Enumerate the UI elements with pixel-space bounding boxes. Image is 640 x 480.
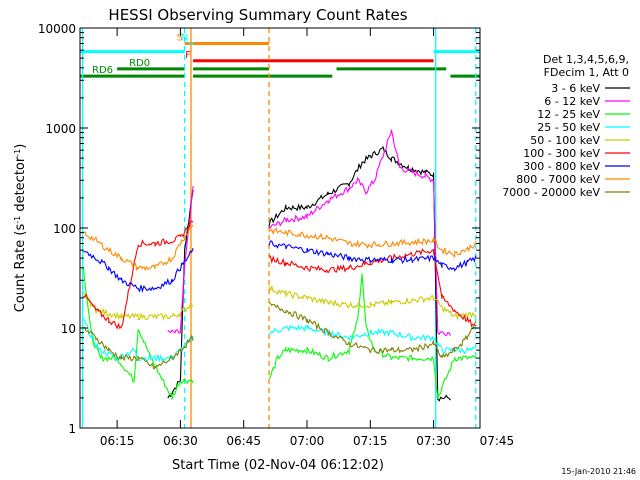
timestamp: 15-Jan-2010 21:46 — [561, 467, 636, 476]
chart-title: HESSI Observing Summary Count Rates — [108, 6, 407, 24]
plot-area — [80, 28, 480, 428]
y-tick-label: 1 — [68, 422, 76, 436]
y-axis-label-exp2: -1 — [13, 149, 22, 157]
series-line — [83, 224, 194, 272]
series-line — [83, 326, 194, 370]
y-axis-label: Count Rate (s-1 detector-1) — [13, 144, 29, 313]
legend-label: 300 - 800 keV — [523, 160, 600, 173]
legend-label: 6 - 12 keV — [544, 95, 600, 108]
series-line — [83, 220, 194, 330]
legend-title-line1: Det 1,3,4,5,6,9, — [543, 53, 629, 66]
x-tick-label: 06:15 — [100, 434, 135, 448]
x-tick-label: 07:15 — [353, 434, 388, 448]
series-line — [268, 129, 451, 337]
series-line — [268, 146, 451, 402]
y-tick-label: 1000 — [45, 122, 76, 136]
legend-label: 50 - 100 keV — [530, 134, 600, 147]
legend-label: 7000 - 20000 keV — [502, 186, 600, 199]
series-line — [268, 284, 477, 321]
series-line — [268, 240, 477, 272]
x-axis-label: Start Time (02-Nov-04 06:12:02) — [172, 458, 384, 473]
y-tick-label: 10 — [61, 322, 76, 336]
x-tick-label: 07:45 — [480, 434, 515, 448]
flag-label: S — [177, 32, 183, 43]
x-tick-labels: 06:15 06:30 06:45 07:00 07:15 07:30 07:45 — [100, 434, 514, 448]
legend-label: 25 - 50 keV — [537, 121, 600, 134]
flag-label: RD0 — [129, 58, 150, 69]
x-tick-label: 07:30 — [416, 434, 451, 448]
axes — [79, 27, 481, 429]
flag-label: RD6 — [92, 65, 113, 76]
series-line — [268, 248, 477, 328]
x-tick-label: 06:30 — [163, 434, 198, 448]
y-tick-labels: 1 10 100 1000 10000 — [38, 22, 76, 436]
series-line — [268, 273, 477, 400]
y-axis-label-mid: detector — [13, 156, 28, 216]
series-line — [82, 291, 194, 321]
y-axis-label-end: ) — [13, 144, 28, 149]
legend-label: 3 - 6 keV — [551, 82, 600, 95]
legend-title-line2: FDecim 1, Att 0 — [544, 66, 629, 79]
plot-background — [80, 28, 480, 428]
observing-flags: SNFRD0RD6 — [80, 32, 480, 78]
legend-label: 100 - 300 keV — [523, 147, 600, 160]
series-line — [268, 301, 477, 359]
y-tick-label: 100 — [53, 222, 76, 236]
y-tick-label: 10000 — [38, 22, 76, 36]
series-line — [82, 267, 194, 400]
series-line — [268, 324, 476, 354]
flag-label: F — [185, 50, 191, 61]
vertical-markers — [81, 28, 477, 428]
x-tick-label: 07:00 — [290, 434, 325, 448]
legend: Det 1,3,4,5,6,9, FDecim 1, Att 0 3 - 6 k… — [502, 53, 630, 199]
x-tick-label: 06:45 — [226, 434, 261, 448]
y-axis-label-main: Count Rate (s — [13, 224, 28, 313]
series-line — [83, 248, 194, 294]
series-line — [268, 227, 477, 259]
data-series — [82, 129, 477, 402]
y-axis-label-exp1: -1 — [13, 216, 22, 224]
legend-label: 800 - 7000 keV — [516, 173, 600, 186]
legend-label: 12 - 25 keV — [537, 108, 600, 121]
